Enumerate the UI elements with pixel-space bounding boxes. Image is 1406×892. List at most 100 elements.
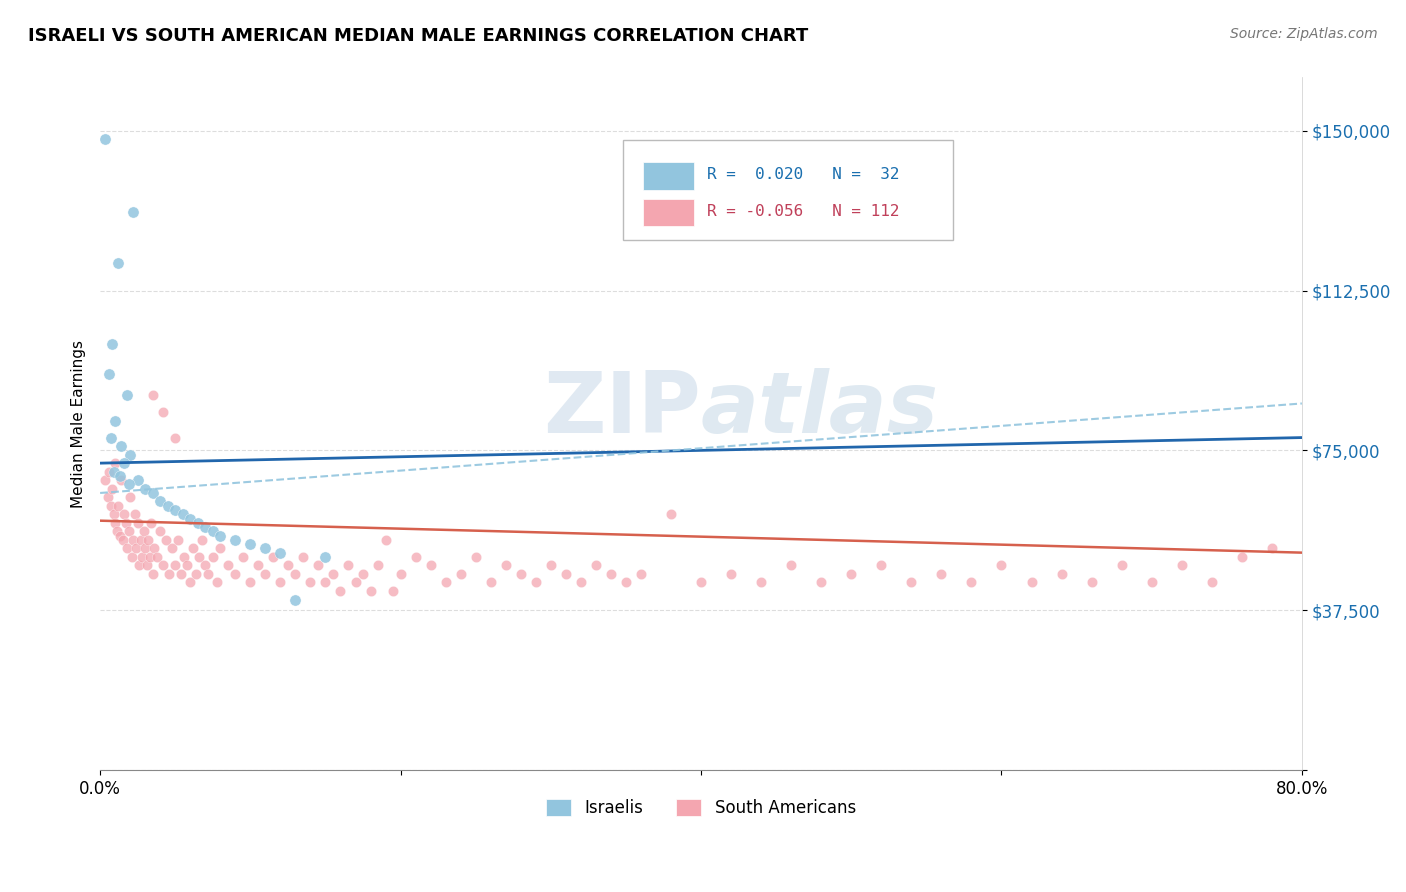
Point [125, 541, 148, 556]
Point [141, 516, 163, 530]
Point [105, 524, 128, 539]
Point [165, 558, 187, 573]
Point [314, 549, 336, 564]
Point [314, 575, 336, 590]
Point [134, 482, 156, 496]
Point [108, 469, 131, 483]
Point [262, 549, 284, 564]
Point [152, 405, 174, 419]
Point [122, 533, 145, 547]
Point [291, 549, 314, 564]
Point [93, 473, 115, 487]
Point [540, 558, 562, 573]
Point [187, 516, 209, 530]
Point [155, 533, 177, 547]
FancyBboxPatch shape [644, 199, 693, 227]
Point [149, 494, 172, 508]
Point [118, 477, 141, 491]
Point [112, 508, 135, 522]
Point [254, 566, 277, 581]
Point [142, 566, 165, 581]
Point [524, 575, 547, 590]
Point [128, 558, 150, 573]
Point [179, 511, 201, 525]
Point [201, 549, 224, 564]
Point [299, 575, 322, 590]
Point [120, 490, 142, 504]
Point [157, 566, 180, 581]
Point [104, 516, 127, 530]
Point [191, 533, 214, 547]
Point [127, 516, 149, 530]
Text: Source: ZipAtlas.com: Source: ZipAtlas.com [1230, 27, 1378, 41]
Point [107, 256, 129, 270]
Point [162, 541, 184, 556]
Point [135, 558, 157, 573]
Point [322, 566, 344, 581]
Point [129, 533, 152, 547]
Point [585, 558, 607, 573]
Point [142, 388, 165, 402]
Point [136, 533, 159, 547]
Point [870, 558, 893, 573]
Point [122, 204, 145, 219]
Point [614, 575, 637, 590]
Text: atlas: atlas [702, 368, 939, 451]
Point [464, 549, 486, 564]
Point [780, 558, 803, 573]
Point [131, 549, 153, 564]
Point [209, 541, 232, 556]
Point [374, 533, 396, 547]
Point [434, 575, 457, 590]
Point [1111, 558, 1133, 573]
Point [352, 566, 374, 581]
Point [172, 508, 194, 522]
Point [165, 431, 187, 445]
Point [111, 533, 134, 547]
Point [110, 473, 132, 487]
Point [1140, 575, 1163, 590]
Point [329, 584, 352, 599]
Point [367, 558, 389, 573]
Point [98, 465, 121, 479]
Point [197, 566, 219, 581]
Point [239, 537, 262, 551]
Point [201, 524, 224, 539]
Point [149, 524, 172, 539]
Point [960, 575, 983, 590]
Point [97, 490, 120, 504]
Point [115, 388, 138, 402]
Point [114, 516, 136, 530]
Point [1261, 541, 1284, 556]
Point [931, 566, 953, 581]
Point [132, 524, 155, 539]
Point [194, 520, 217, 534]
Point [269, 546, 291, 560]
Point [138, 549, 160, 564]
Point [143, 541, 166, 556]
Point [239, 575, 262, 590]
Point [209, 528, 232, 542]
Point [142, 486, 165, 500]
Point [254, 541, 277, 556]
Point [121, 549, 143, 564]
Point [277, 558, 299, 573]
Point [104, 456, 127, 470]
Point [284, 592, 307, 607]
Point [165, 503, 187, 517]
Point [152, 558, 174, 573]
Point [344, 575, 367, 590]
Point [1080, 575, 1102, 590]
Point [1050, 566, 1073, 581]
Point [479, 575, 502, 590]
Point [100, 499, 122, 513]
Point [284, 566, 307, 581]
Point [170, 566, 193, 581]
Point [112, 456, 135, 470]
Point [307, 558, 329, 573]
Point [749, 575, 772, 590]
Point [389, 566, 412, 581]
Point [120, 448, 142, 462]
Point [224, 566, 246, 581]
Point [269, 575, 291, 590]
